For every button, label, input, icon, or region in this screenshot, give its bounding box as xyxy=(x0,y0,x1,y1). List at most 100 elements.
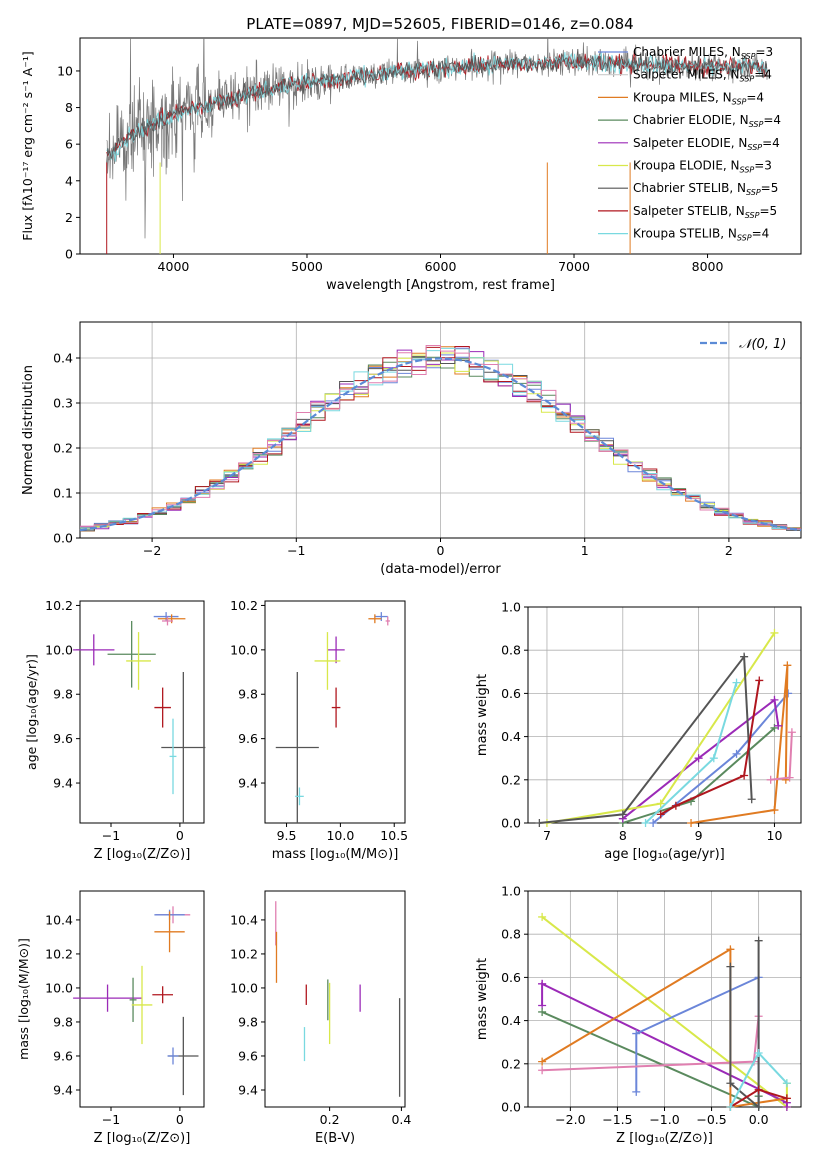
legend-label: Chabrier MILES, NSSP=3 xyxy=(633,45,773,61)
legend-label-text: Salpeter ELODIE, N xyxy=(633,136,747,150)
axes-frame xyxy=(79,600,205,824)
weight-marker xyxy=(732,678,741,687)
x-tick-label: −1.5 xyxy=(602,1112,632,1127)
x-tick-label: 9 xyxy=(695,828,703,843)
weight-marker xyxy=(538,1066,547,1075)
weight-marker xyxy=(649,819,658,827)
legend-label-text: Salpeter MILES, N xyxy=(633,68,740,82)
weight-marker xyxy=(538,1007,547,1016)
axes-frame xyxy=(527,606,802,824)
weight-marker xyxy=(783,661,792,670)
legend-nssp: =5 xyxy=(761,181,779,195)
normal-curve xyxy=(79,357,802,532)
x-tick-label: 8 xyxy=(619,828,627,843)
legend-nssp: =4 xyxy=(752,227,770,241)
weight-marker xyxy=(641,819,650,827)
legend-subscript: SSP xyxy=(732,97,747,106)
weight-marker xyxy=(755,676,764,685)
y-tick-label: 1.0 xyxy=(501,884,521,899)
x-tick-label: 6000 xyxy=(425,259,457,274)
legend-nssp: =4 xyxy=(762,136,780,150)
x-tick-label: −2.0 xyxy=(555,1112,585,1127)
y-tick-label: 10.4 xyxy=(230,912,258,927)
x-tick-label: 4000 xyxy=(158,259,190,274)
axes-frame xyxy=(264,600,406,824)
weight-marker xyxy=(787,728,796,737)
y-tick-label: 9.4 xyxy=(53,776,73,791)
model-spectrum-line xyxy=(106,51,768,162)
weight-marker xyxy=(774,721,783,730)
weight-marker xyxy=(740,771,749,780)
x-tick-label: 5000 xyxy=(291,259,323,274)
axes-frame xyxy=(264,890,406,1108)
weight-marker xyxy=(535,819,544,827)
weight-line xyxy=(539,653,753,824)
histogram-step xyxy=(80,346,801,530)
legend-subscript: SSP xyxy=(737,234,752,243)
y-axis-label: Normed distribution xyxy=(21,365,36,495)
y-tick-label: 10 xyxy=(57,63,73,78)
x-tick-label: 0 xyxy=(437,543,445,558)
y-axis-label: mass weight xyxy=(475,674,490,756)
x-axis-label: mass [log₁₀(M/M⊙)] xyxy=(272,847,399,862)
histogram-step xyxy=(80,356,801,532)
y-tick-label: 9.6 xyxy=(53,731,73,746)
x-axis-label: Z [log₁₀(Z/Z⊙)] xyxy=(616,1131,713,1146)
y-tick-label: 0.0 xyxy=(501,816,521,831)
y-tick-label: 10.0 xyxy=(230,642,258,657)
weight-marker xyxy=(732,749,741,758)
legend-subscript: SSP xyxy=(745,211,760,220)
legend-label-text: Kroupa ELODIE, N xyxy=(633,159,740,173)
weight-marker xyxy=(770,628,779,637)
y-tick-label: 10.4 xyxy=(45,912,73,927)
mass-age-panel: 9.5 10.0 10.5 9.4 9.6 9.8 10.0 10.2 mass [log₁₀(… xyxy=(230,598,408,862)
y-axis-label: Flux [fλ10⁻¹⁷ erg cm⁻² s⁻¹ A⁻¹] xyxy=(20,51,35,240)
x-tick-label: 0.0 xyxy=(749,1112,769,1127)
x-tick-label: 1 xyxy=(581,543,589,558)
y-tick-label: 0.8 xyxy=(501,643,521,658)
legend-label-text: Chabrier MILES, N xyxy=(633,45,741,59)
axes-frame xyxy=(79,890,205,1108)
y-tick-label: 0.4 xyxy=(501,729,521,744)
weight-marker xyxy=(538,979,547,988)
y-tick-label: 6 xyxy=(65,137,73,152)
weight-line xyxy=(660,680,761,816)
histogram-step xyxy=(80,345,801,530)
legend-label: 𝒩(0, 1) xyxy=(739,337,786,352)
weight-marker xyxy=(770,695,779,704)
weight-marker xyxy=(740,652,749,661)
x-tick-label: 0.4 xyxy=(391,1112,411,1127)
mass-weight-age-panel: 7 8 9 10 0.0 0.2 0.4 0.6 0.8 1.0 age [log₁₀(age/yr… xyxy=(475,600,802,862)
residual-histogram-panel: −2 −1 0 1 2 0.0 0.1 0.2 0.3 0.4 (data-model)/error… xyxy=(21,321,802,577)
legend-nssp: =3 xyxy=(754,159,772,173)
x-tick-label: 0 xyxy=(176,828,184,843)
spectrum-clip-group xyxy=(106,38,768,254)
model-spectrum-line xyxy=(106,48,768,163)
y-tick-label: 9.6 xyxy=(238,1048,258,1063)
x-tick-label: −1.0 xyxy=(649,1112,679,1127)
y-tick-label: 8 xyxy=(65,100,73,115)
legend-label-text: Salpeter STELIB, N xyxy=(633,204,745,218)
x-axis-label: (data-model)/error xyxy=(380,562,501,577)
legend-label: Salpeter STELIB, NSSP=5 xyxy=(633,204,777,220)
x-axis-label: E(B-V) xyxy=(315,1131,355,1146)
weight-marker xyxy=(618,810,627,819)
y-tick-label: 9.8 xyxy=(53,1014,73,1029)
legend-label: Kroupa ELODIE, NSSP=3 xyxy=(633,159,772,175)
weight-marker xyxy=(694,754,703,763)
x-tick-label: 7000 xyxy=(558,259,590,274)
legend-label-text: Chabrier ELODIE, N xyxy=(633,113,749,127)
weight-line xyxy=(690,665,789,824)
weight-marker xyxy=(726,962,735,971)
mass-weight-metallicity-panel: −2.0 −1.5 −1.0 −0.5 0.0 0.0 0.2 0.4 0.6 0.8 1.0 Z [… xyxy=(475,884,802,1146)
x-axis-label: Z [log₁₀(Z/Z⊙)] xyxy=(94,847,191,862)
x-tick-label: 9.5 xyxy=(277,828,297,843)
legend-label-text: Kroupa MILES, N xyxy=(633,90,732,104)
y-tick-label: 9.8 xyxy=(238,1014,258,1029)
weight-marker xyxy=(687,819,696,827)
y-tick-label: 10.2 xyxy=(45,598,73,613)
legend-label-text: Kroupa STELIB, N xyxy=(633,227,737,241)
x-tick-label: 10.5 xyxy=(380,828,408,843)
